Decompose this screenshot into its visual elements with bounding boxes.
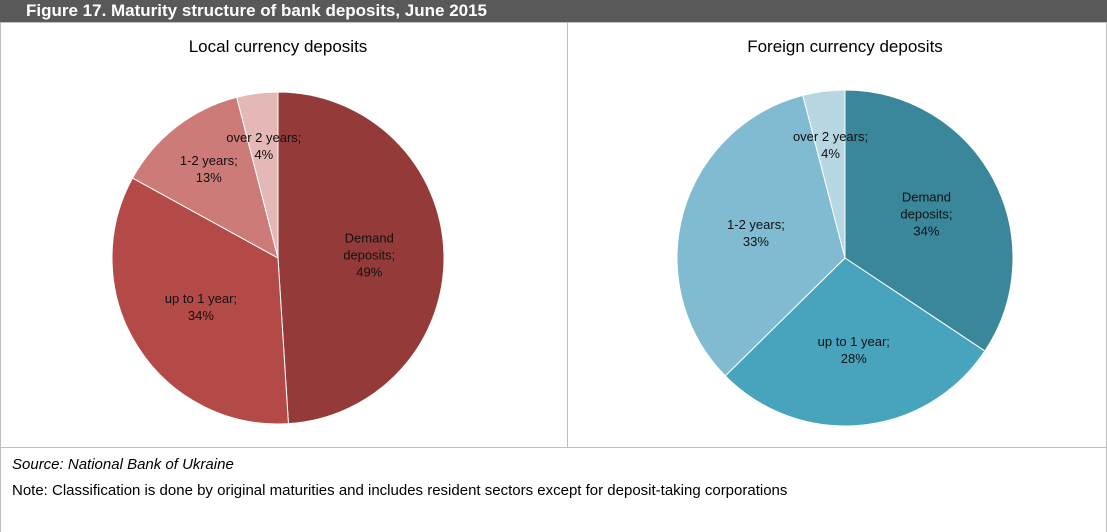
data-label: 1-2 years; 33% [727, 217, 785, 250]
chart-title: Local currency deposits [188, 37, 368, 56]
figure-title: Figure 17. Maturity structure of bank de… [0, 0, 1107, 22]
pie-slice [802, 89, 846, 259]
data-label: over 2 years; 4% [226, 130, 302, 162]
note: Note: Classification is done by original… [12, 482, 788, 499]
chart-title: Foreign currency deposits [747, 37, 943, 56]
source: Source: National Bank of Ukraine [12, 456, 234, 473]
data-label: up to 1 year; 34% [164, 290, 238, 323]
pie-slice [277, 91, 445, 425]
data-label: Demand deposits; 34% [900, 189, 953, 239]
data-label: up to 1 year; 28% [817, 333, 890, 366]
data-label: over 2 years; 4% [792, 128, 869, 161]
pie-slice [676, 94, 846, 377]
pie-slice [724, 257, 986, 427]
pie-slice [236, 91, 279, 259]
pie-slice [131, 96, 279, 259]
data-label: Demand deposits; 49% [343, 230, 396, 280]
data-label: 1-2 years; 13% [179, 152, 238, 185]
